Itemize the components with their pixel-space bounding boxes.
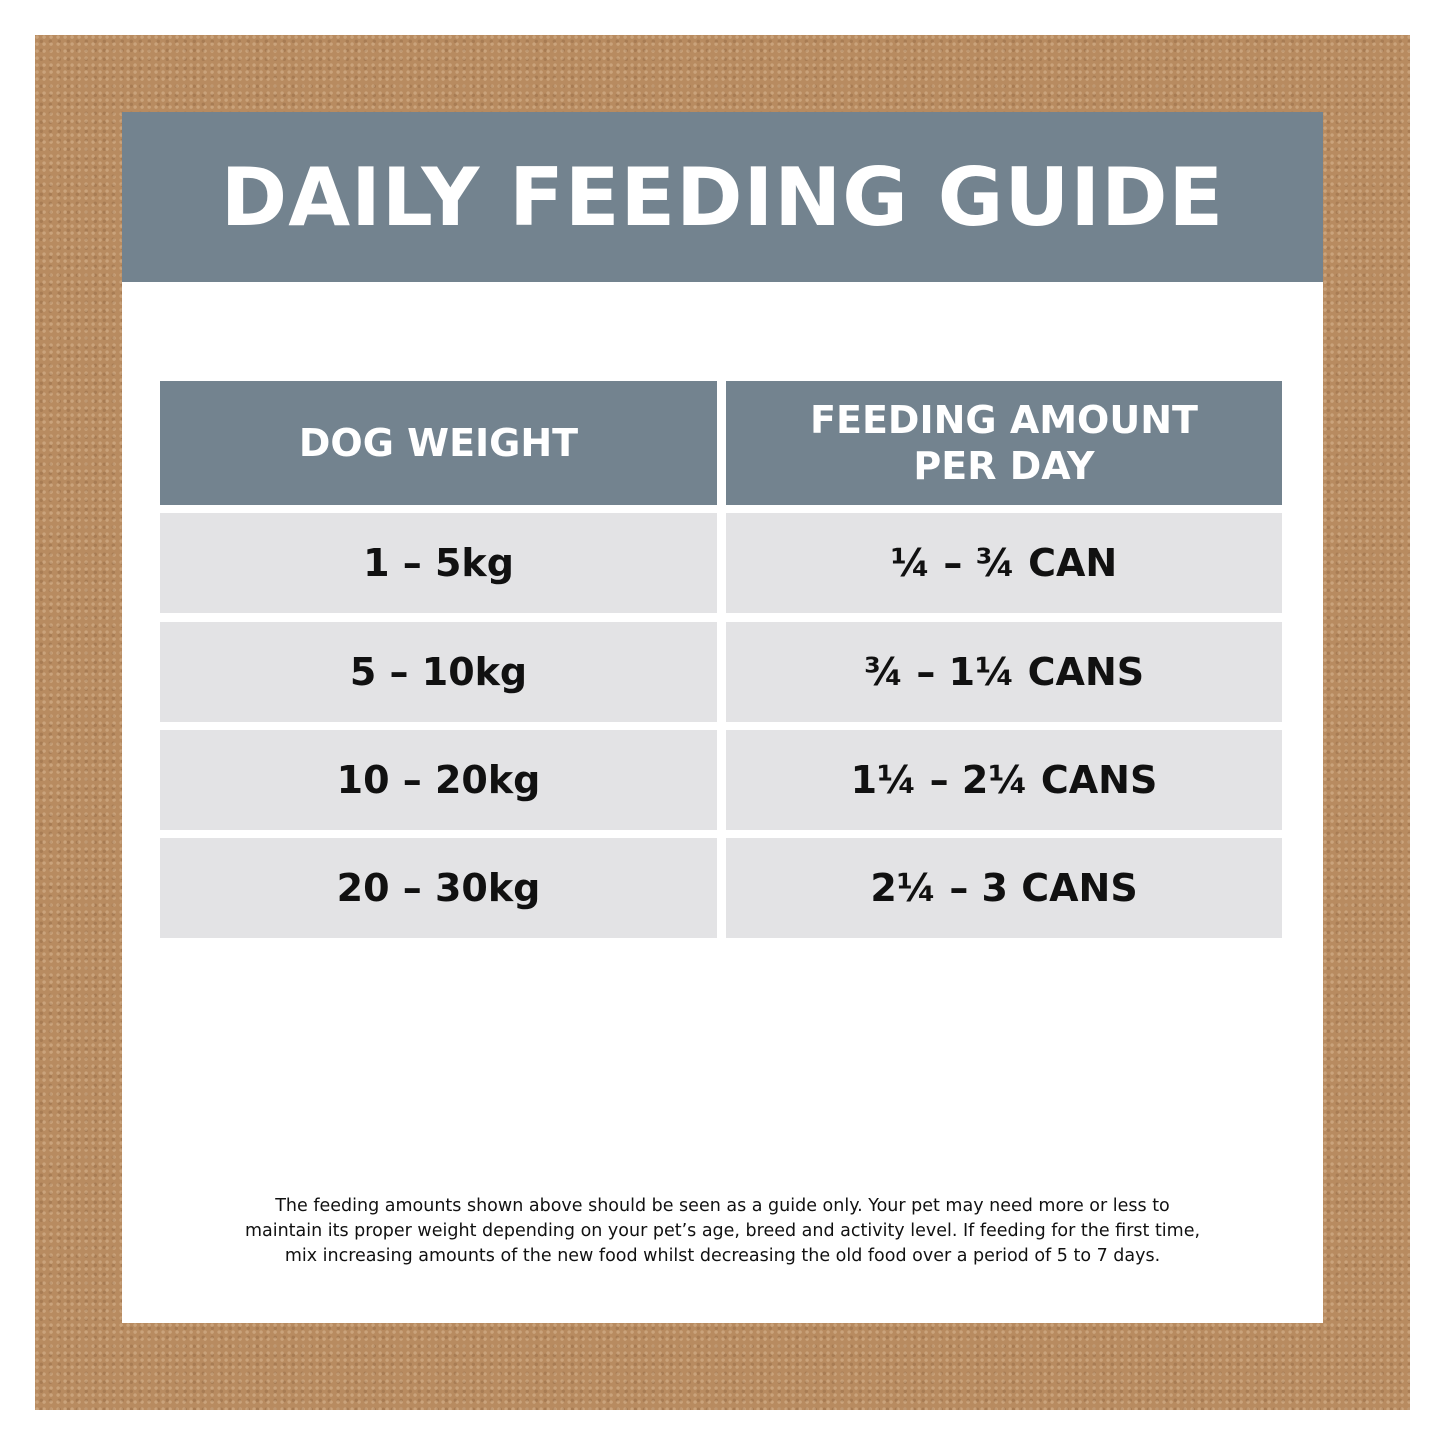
footnote-line: mix increasing amounts of the new food w… (284, 1246, 1161, 1266)
footnote-line: The feeding amounts shown above should b… (275, 1196, 1170, 1216)
cell-text: ¾ – 1¼ CANS (863, 650, 1145, 694)
header-cell: FEEDING AMOUNT PER DAY (726, 381, 1282, 505)
header-text: FEEDING AMOUNT (810, 398, 1198, 442)
table-cell: 2¼ – 3 CANS (726, 838, 1282, 938)
title: DAILY FEEDING GUIDE (220, 150, 1225, 244)
table-cell: 1¼ – 2¼ CANS (726, 730, 1282, 830)
cell-text: 20 – 30kg (336, 866, 541, 910)
panel: DAILY FEEDING GUIDE The feeding amounts … (122, 112, 1323, 1323)
header-text: PER DAY (913, 444, 1095, 488)
table-cell: 20 – 30kg (160, 838, 717, 938)
cell-text: 1¼ – 2¼ CANS (850, 758, 1158, 802)
cell-text: 5 – 10kg (349, 650, 528, 694)
title-band: DAILY FEEDING GUIDE (122, 112, 1323, 282)
cell-text: 2¼ – 3 CANS (870, 866, 1138, 910)
table-cell: ¾ – 1¼ CANS (726, 622, 1282, 722)
cell-text: ¼ – ¾ CAN (890, 541, 1118, 585)
cell-text: 1 – 5kg (363, 541, 514, 585)
table-cell: 10 – 20kg (160, 730, 717, 830)
cell-text: 10 – 20kg (336, 758, 541, 802)
header-cell: DOG WEIGHT (160, 381, 717, 505)
header-text: DOG WEIGHT (298, 421, 579, 465)
footnote-line: maintain its proper weight depending on … (244, 1221, 1201, 1241)
table-cell: 5 – 10kg (160, 622, 717, 722)
table-cell: ¼ – ¾ CAN (726, 513, 1282, 613)
footnote: The feeding amounts shown above should b… (122, 1194, 1323, 1269)
table-cell: 1 – 5kg (160, 513, 717, 613)
